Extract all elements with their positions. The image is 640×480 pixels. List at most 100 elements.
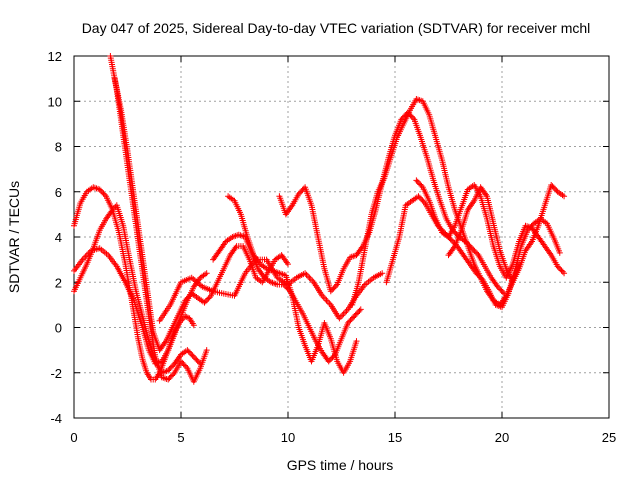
marker-segment [103, 208, 115, 222]
marker-segment [289, 192, 301, 209]
series-trace-8 [225, 193, 360, 376]
marker-segment [137, 238, 150, 288]
marker-segment [261, 274, 273, 285]
marker-segment [417, 134, 430, 159]
marker-segment [274, 281, 285, 288]
marker-segment [321, 320, 333, 340]
marker-segment [479, 277, 492, 293]
data-point [285, 261, 291, 268]
marker-segment [381, 156, 394, 182]
marker-segment [133, 222, 146, 272]
marker-segment [445, 244, 457, 259]
marker-segment [396, 204, 409, 240]
data-point [353, 338, 360, 345]
marker-segment [120, 222, 133, 261]
marker-segment [336, 307, 350, 322]
marker-segment [458, 188, 470, 211]
marker-segment [152, 371, 162, 383]
marker-segment [511, 245, 524, 274]
marker-segment [351, 307, 363, 320]
data-point [379, 270, 386, 277]
marker-segment [120, 132, 133, 182]
marker-segment [231, 272, 248, 299]
marker-segment [334, 267, 346, 288]
marker-segment [199, 283, 215, 294]
marker-segment [240, 243, 252, 261]
data-point [556, 249, 563, 256]
marker-segment [306, 324, 318, 343]
marker-segment [484, 215, 496, 247]
marker-segment [516, 224, 528, 245]
marker-segment [113, 263, 128, 284]
marker-segment [139, 324, 152, 352]
marker-segment [276, 270, 288, 278]
marker-segment [411, 116, 423, 139]
x-tick-label: 10 [281, 430, 295, 445]
marker-segment [148, 376, 157, 383]
marker-segment [190, 367, 203, 385]
marker-segment [394, 122, 406, 141]
marker-segment [118, 107, 131, 152]
x-tick-label: 25 [602, 430, 616, 445]
marker-segment [201, 294, 213, 306]
marker-segment [295, 324, 308, 347]
marker-segment [413, 96, 425, 104]
marker-segment [464, 199, 477, 213]
marker-segment [300, 310, 312, 329]
marker-segment [133, 288, 145, 318]
x-tick-labels: 0 5 10 15 20 25 [70, 430, 616, 445]
marker-segment [389, 236, 402, 263]
marker-segment [216, 240, 228, 254]
marker-segment [347, 340, 359, 365]
data-point [190, 322, 197, 329]
y-tick-label: 8 [55, 140, 62, 155]
y-tick-label: -2 [50, 366, 62, 381]
marker-segment [231, 197, 243, 216]
marker-segment [188, 274, 204, 289]
marker-segment [370, 271, 384, 281]
marker-segment [424, 154, 436, 182]
marker-segment [135, 335, 146, 361]
marker-segment [139, 267, 152, 317]
marker-segment [237, 211, 250, 238]
marker-segment [270, 267, 281, 276]
marker-segment [407, 97, 419, 114]
marker-segment [124, 148, 137, 198]
marker-segment [355, 247, 368, 286]
marker-segment [220, 254, 233, 272]
marker-segment [96, 217, 108, 234]
marker-segment [488, 274, 500, 289]
x-tick-label: 20 [495, 430, 509, 445]
marker-segment [126, 177, 139, 227]
y-tick-label: -4 [50, 411, 62, 426]
marker-segment [165, 371, 177, 383]
marker-segment [383, 258, 396, 286]
marker-segment [464, 243, 477, 266]
series-trace-6 [156, 256, 386, 324]
marker-segment [353, 244, 365, 259]
marker-segment [321, 265, 334, 293]
marker-segment [445, 224, 457, 240]
marker-segment [109, 203, 119, 213]
marker-segment [77, 263, 89, 281]
marker-segment [387, 136, 400, 161]
marker-segment [338, 322, 351, 342]
marker-segment [293, 271, 307, 281]
marker-segment [152, 353, 165, 379]
marker-segment [496, 247, 509, 270]
y-tick-label: 4 [55, 230, 62, 245]
marker-segment [541, 243, 554, 257]
marker-segment [163, 326, 175, 345]
marker-segment [518, 229, 530, 250]
axis-ticks [73, 55, 610, 419]
marker-segment [302, 184, 314, 207]
marker-segment [143, 369, 153, 381]
marker-segment [347, 252, 358, 261]
data-series [71, 53, 568, 385]
marker-segment [419, 98, 432, 116]
marker-segment [178, 275, 193, 286]
marker-segment [156, 339, 168, 354]
marker-segment [548, 182, 560, 194]
marker-segment [475, 252, 487, 268]
